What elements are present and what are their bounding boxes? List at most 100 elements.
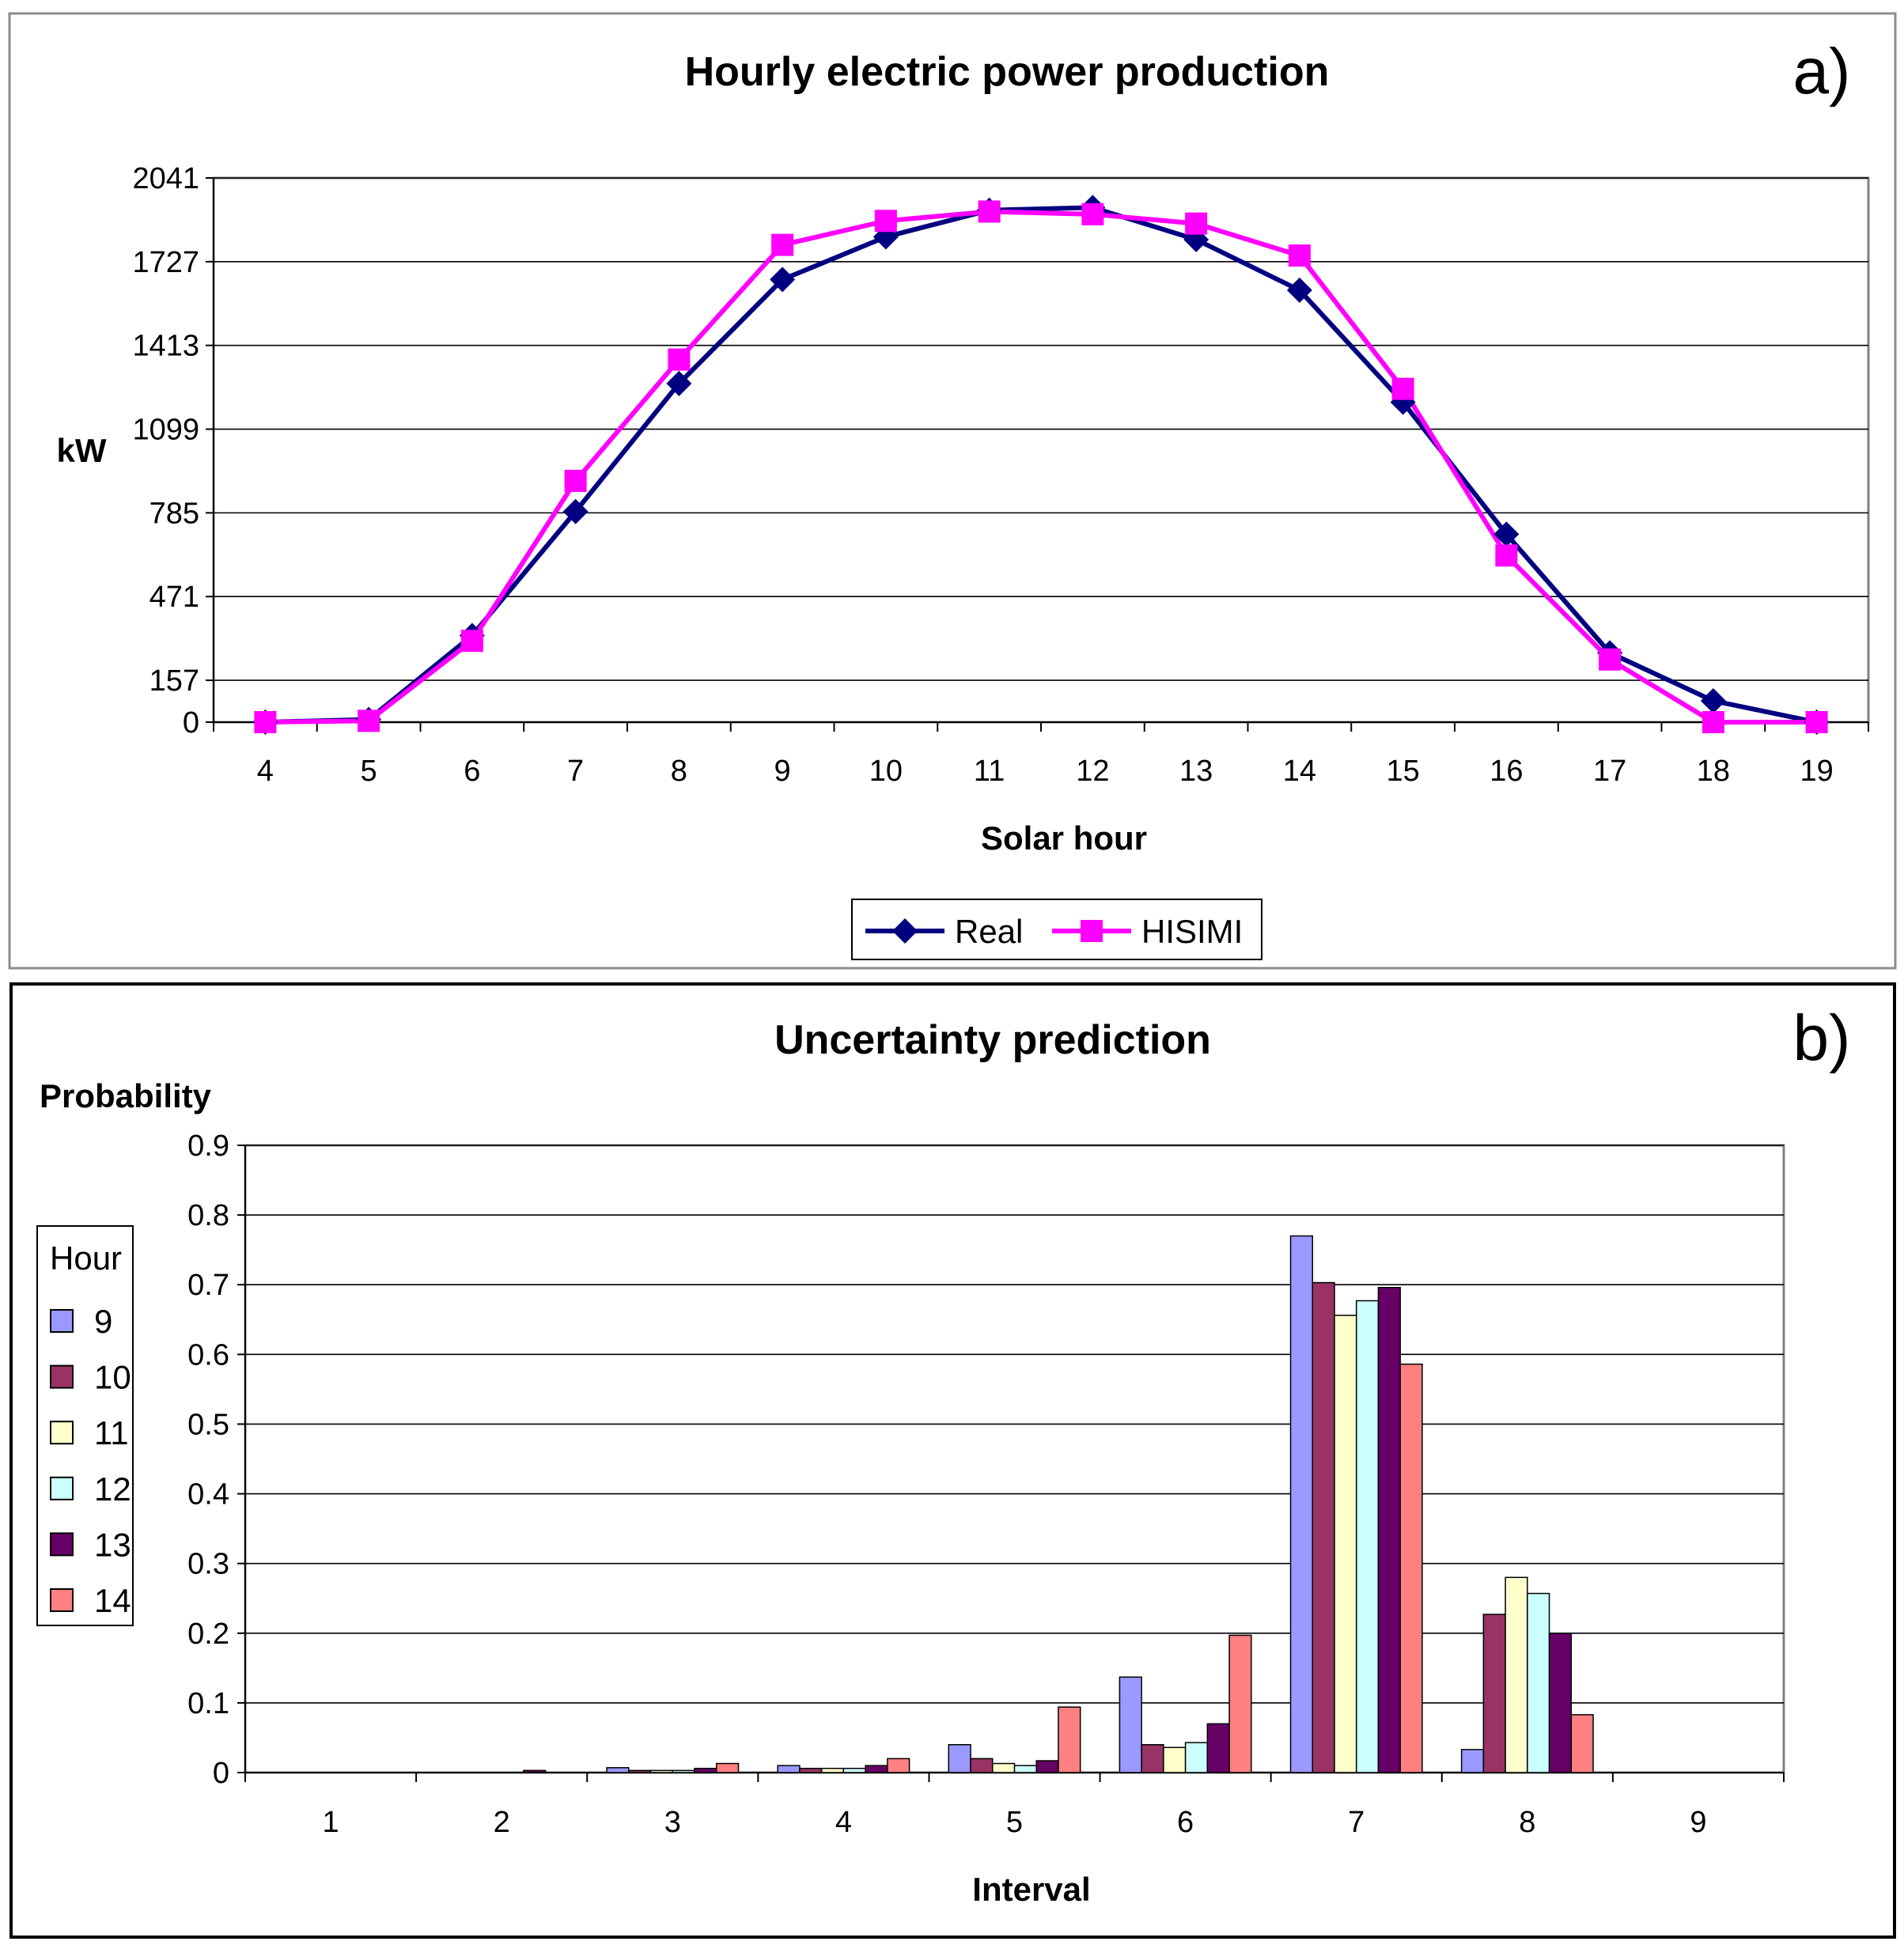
chart-a-x-tick-label: 8 <box>671 755 687 788</box>
bar-interval-5-hour-12 <box>1013 1765 1037 1773</box>
chart-b-y-tick-label: 0.7 <box>187 1269 229 1302</box>
bar-interval-7-hour-11 <box>1334 1315 1357 1773</box>
chart-b-x-tick-label: 2 <box>494 1806 510 1839</box>
chart-b-x-tick-label: 1 <box>322 1806 339 1839</box>
chart-a-y-ticks: 0 157 471 785 1099 1413 1727 2041 <box>132 162 214 740</box>
series-hisimi-line <box>265 209 1817 725</box>
chart-a-y-tick-label: 1413 <box>132 330 199 363</box>
bar-interval-8-hour-10 <box>1482 1614 1506 1773</box>
chart-a-x-axis-title: Solar hour <box>981 819 1147 857</box>
chart-b-x-tick-label: 5 <box>1006 1806 1023 1839</box>
series-hisimi-marker <box>1805 711 1828 733</box>
chart-a-x-tick-label: 17 <box>1593 755 1626 788</box>
series-hisimi-marker <box>564 469 587 492</box>
legend-hour-13-label: 13 <box>94 1526 131 1563</box>
series-hisimi-marker <box>1599 648 1622 671</box>
bar-interval-7-hour-14 <box>1399 1363 1423 1773</box>
bar-interval-3-hour-10 <box>628 1769 652 1773</box>
bar-interval-4-hour-13 <box>865 1765 888 1773</box>
legend-hisimi-swatch-marker <box>1081 920 1103 942</box>
chart-b-y-axis-title: Probability <box>40 1077 212 1114</box>
bar-interval-4-hour-14 <box>887 1758 910 1773</box>
legend-hour-9-label: 9 <box>94 1303 112 1340</box>
series-hisimi-marker <box>460 630 483 653</box>
bar-interval-5-hour-13 <box>1035 1760 1059 1773</box>
chart-a-legend: Real HISIMI <box>851 899 1262 960</box>
bar-interval-5-hour-10 <box>970 1758 994 1773</box>
chart-a-y-tick-label: 0 <box>183 706 199 740</box>
bar-interval-8-hour-11 <box>1505 1576 1528 1773</box>
chart-b-y-tick-label: 0.3 <box>187 1548 229 1581</box>
chart-b-bars <box>523 1235 1594 1773</box>
chart-a-x-tick-label: 16 <box>1490 755 1523 788</box>
chart-a-x-ticks: 4 5 6 7 8 9 10 11 12 13 14 15 16 17 18 19 <box>213 722 1869 788</box>
chart-a-x-tick-label: 4 <box>257 755 274 788</box>
bar-interval-5-hour-9 <box>948 1744 971 1773</box>
chart-b-x-tick-label: 4 <box>835 1806 852 1839</box>
legend-hour-10-swatch <box>50 1364 74 1389</box>
bar-interval-3-hour-13 <box>694 1767 717 1773</box>
chart-b-x-tick-label: 6 <box>1177 1806 1194 1839</box>
legend-hour-10-label: 10 <box>94 1359 131 1396</box>
chart-b-y-tick-label: 0.9 <box>187 1130 229 1163</box>
chart-a-x-tick-label: 10 <box>869 755 903 788</box>
chart-b-y-tick-label: 0.4 <box>187 1478 229 1512</box>
bar-interval-6-hour-12 <box>1184 1742 1209 1773</box>
legend-hour-11-swatch <box>50 1421 74 1445</box>
series-hisimi-marker <box>1185 212 1208 235</box>
chart-b-x-tick-label: 9 <box>1690 1806 1706 1839</box>
chart-b-title: Uncertainty prediction <box>774 1017 1211 1063</box>
chart-b-x-tick-label: 8 <box>1519 1806 1535 1839</box>
legend-hour-12-label: 12 <box>94 1470 131 1508</box>
chart-b-y-tick-label: 0 <box>213 1757 229 1790</box>
bar-interval-6-hour-9 <box>1119 1676 1142 1773</box>
chart-a-x-tick-label: 6 <box>464 755 480 788</box>
chart-a-gridlines <box>213 177 1868 723</box>
chart-a-x-tick-label: 9 <box>774 755 791 788</box>
bar-interval-8-hour-9 <box>1460 1749 1485 1773</box>
series-hisimi-marker <box>1391 377 1414 400</box>
bar-interval-6-hour-11 <box>1163 1746 1187 1773</box>
chart-b-x-axis-title: Interval <box>972 1871 1090 1908</box>
chart-a-x-tick-label: 7 <box>567 755 584 788</box>
bar-interval-6-hour-13 <box>1206 1723 1230 1773</box>
chart-b-panel-label: b) <box>1793 1002 1851 1074</box>
chart-a-title: Hourly electric power production <box>685 49 1330 95</box>
legend-real-swatch-marker <box>892 918 918 944</box>
chart-a-x-tick-label: 13 <box>1179 755 1213 788</box>
series-hisimi-marker <box>1288 244 1311 267</box>
chart-a-x-tick-label: 14 <box>1283 755 1316 788</box>
bar-interval-4-hour-12 <box>842 1767 866 1773</box>
bar-interval-7-hour-10 <box>1312 1281 1335 1773</box>
chart-a-y-axis-title: kW <box>57 432 107 469</box>
legend-hour-14-label: 14 <box>94 1582 131 1619</box>
chart-b-legend: Hour 9 10 11 12 13 14 <box>36 1225 134 1626</box>
series-hisimi-marker <box>254 711 277 733</box>
chart-b-y-tick-label: 0.1 <box>187 1687 229 1720</box>
bar-interval-2-hour-13 <box>523 1769 547 1773</box>
series-real-marker <box>666 370 692 396</box>
series-real-marker <box>1700 688 1726 714</box>
bar-interval-6-hour-14 <box>1228 1634 1252 1773</box>
series-hisimi-marker <box>1701 711 1724 733</box>
series-real-marker <box>770 267 796 293</box>
series-real-marker <box>1493 521 1520 547</box>
series-real-marker <box>562 498 589 524</box>
chart-b-y-tick-label: 0.2 <box>187 1618 229 1651</box>
legend-real-label: Real <box>955 913 1023 950</box>
bar-interval-4-hour-10 <box>799 1767 823 1773</box>
series-hisimi-marker <box>978 200 1001 223</box>
series-hisimi-marker <box>874 210 897 233</box>
bar-interval-8-hour-12 <box>1527 1592 1550 1773</box>
chart-a-x-tick-label: 5 <box>361 755 377 788</box>
chart-a-series <box>252 195 1830 735</box>
series-real-line <box>265 205 1818 725</box>
bar-interval-3-hour-14 <box>715 1762 740 1773</box>
legend-hour-14-swatch <box>50 1588 74 1612</box>
bar-interval-8-hour-14 <box>1570 1714 1594 1773</box>
bar-interval-3-hour-9 <box>606 1767 630 1773</box>
bar-interval-4-hour-9 <box>777 1765 801 1773</box>
series-real-marker <box>1286 277 1312 303</box>
bar-interval-7-hour-9 <box>1289 1235 1314 1773</box>
